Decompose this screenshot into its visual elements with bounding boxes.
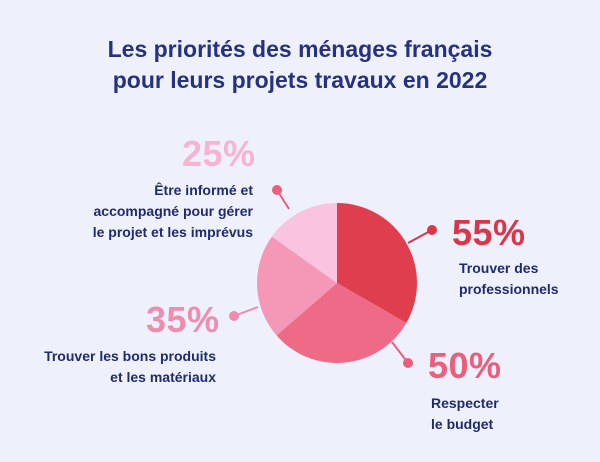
label-line: le budget xyxy=(431,416,494,432)
data-label-budget: Respecter le budget xyxy=(431,393,499,435)
data-label-produits-pct: 35% xyxy=(146,299,220,340)
pie-slice-budget xyxy=(276,283,407,363)
label-line: Respecter xyxy=(431,395,499,411)
leader-produits-dot xyxy=(229,311,239,321)
data-label-produits: Trouver les bons produits et les matéria… xyxy=(44,346,216,388)
label-line: Être informé et xyxy=(154,182,253,198)
label-line: le projet et les imprévus xyxy=(92,224,253,240)
data-label-informe-pct: 25% xyxy=(182,133,256,174)
pie-slice-informe xyxy=(271,203,337,283)
pie-slice-produits xyxy=(257,236,337,336)
label-line: accompagné pour gérer xyxy=(93,203,254,219)
label-line: Trouver les bons produits xyxy=(44,348,216,364)
label-line: professionnels xyxy=(459,281,559,297)
label-line: Trouver des xyxy=(459,260,539,276)
data-label-professionnels: Trouver des professionnels xyxy=(459,258,559,300)
chart-title: Les priorités des ménages français pour … xyxy=(0,34,600,96)
pie-slice-professionnels xyxy=(337,203,417,323)
data-label-professionnels-pct: 55% xyxy=(452,212,526,253)
data-label-informe: Être informé et accompagné pour gérer le… xyxy=(93,180,253,243)
leader-professionnels-dot xyxy=(427,225,437,235)
label-line: et les matériaux xyxy=(110,369,216,385)
data-label-budget-pct: 50% xyxy=(428,345,502,386)
leader-informe-dot xyxy=(272,185,282,195)
chart-title-line1: Les priorités des ménages français xyxy=(107,36,493,62)
chart-title-line2: pour leurs projets travaux en 2022 xyxy=(112,67,488,93)
leader-budget-dot xyxy=(403,358,413,368)
